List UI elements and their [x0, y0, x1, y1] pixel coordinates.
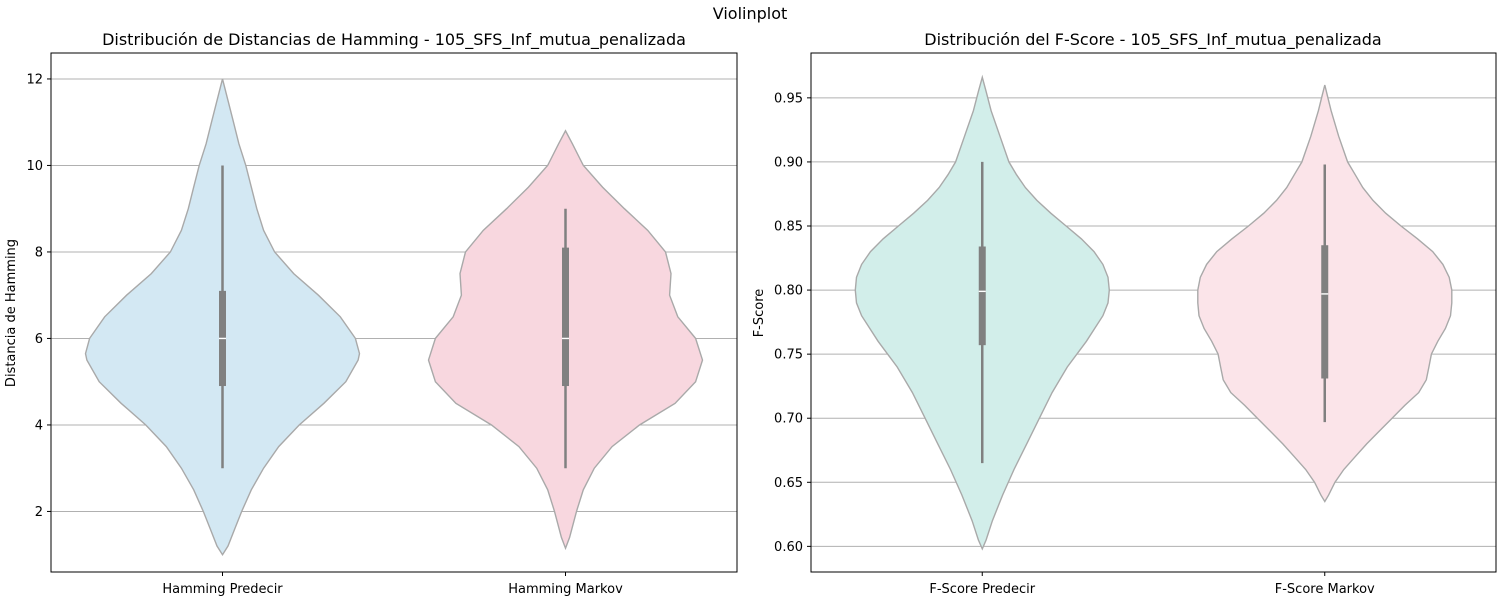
hamming-chart-title: Distribución de Distancias de Hamming - … [102, 30, 686, 50]
fscore-y-tick-label: 0.60 [774, 540, 803, 555]
fscore-y-tick-label: 0.85 [774, 220, 803, 235]
hamming-y-tick-label: 8 [35, 245, 43, 260]
fscore-violin-panel: 0.60 0.65 0.70 0.75 0.80 0.85 0.90 0.95 F-Score … [752, 30, 1497, 597]
hamming-y-tick-label: 12 [26, 72, 43, 87]
fscore-y-tick-label: 0.70 [774, 412, 803, 427]
hamming-y-tick-label: 4 [35, 418, 43, 433]
fscore-y-tick-label: 0.65 [774, 476, 803, 491]
fscore-y-tick-label: 0.80 [774, 284, 803, 299]
hamming-violin-panel: 2 4 6 8 10 12 Hamming Predecir Hamming Markov D… [4, 30, 738, 597]
fscore-y-tick-label: 0.90 [774, 155, 803, 170]
hamming-y-axis-label: Distancia de Hamming [4, 239, 19, 387]
fscore-x-tick-label: F-Score Markov [1275, 582, 1375, 597]
hamming-x-tick-label: Hamming Markov [508, 582, 623, 597]
hamming-axes-frame [50, 52, 738, 573]
fscore-y-tick-label: 0.95 [774, 91, 803, 106]
fscore-axes-frame [810, 52, 1497, 573]
fscore-y-axis-label: F-Score [752, 289, 767, 338]
fscore-y-tick-label: 0.75 [774, 348, 803, 363]
figure-suptitle: Violinplot [713, 4, 788, 23]
hamming-x-tick-label: Hamming Predecir [162, 582, 283, 597]
hamming-y-tick-label: 6 [35, 332, 43, 347]
fscore-x-tick-label: F-Score Predecir [929, 582, 1035, 597]
fscore-iqr-box-2 [1321, 245, 1329, 379]
hamming-iqr-box-2 [562, 247, 569, 387]
fscore-iqr-box-1 [978, 246, 986, 346]
hamming-y-tick-label: 10 [26, 159, 43, 174]
hamming-y-tick-label: 2 [35, 505, 43, 520]
fscore-chart-title: Distribución del F-Score - 105_SFS_Inf_m… [924, 30, 1381, 50]
